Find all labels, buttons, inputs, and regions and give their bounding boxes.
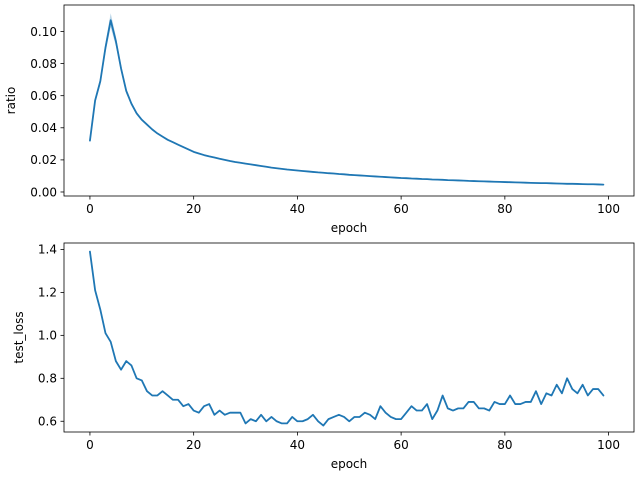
test-loss-x-tick-label: 100 [597, 438, 620, 452]
ratio-x-axis-label: epoch [331, 221, 368, 235]
test-loss-series-line [89, 250, 605, 427]
test-loss-y-tick-label: 1.2 [38, 286, 57, 300]
ratio-x-tick-label: 80 [497, 202, 512, 216]
ratio-y-tick-label: 0.10 [30, 25, 57, 39]
ratio-x-tick-label: 100 [597, 202, 620, 216]
ratio-y-axis-label: ratio [4, 87, 18, 115]
ratio-y-tick-label: 0.08 [30, 57, 57, 71]
test-loss-x-tick-label: 20 [186, 438, 201, 452]
test-loss-y-tick-label: 1.0 [38, 329, 57, 343]
ratio-x-tick-label: 60 [393, 202, 408, 216]
test-loss-y-axis-label: test_loss [12, 311, 26, 363]
test-loss-subplot: 0 20 40 60 80 100 0.6 0.8 1.0 1.2 1.4 epoch test_los… [12, 242, 635, 471]
ratio-x-tick-label: 0 [86, 202, 94, 216]
test-loss-x-tick-label: 80 [497, 438, 512, 452]
test-loss-y-tick-label: 1.4 [38, 243, 57, 257]
test-loss-x-tick-label: 40 [290, 438, 305, 452]
test-loss-x-tick-label: 0 [86, 438, 94, 452]
ratio-subplot: 0 20 40 60 80 100 0.00 0.02 0.04 0.06 0.08 0.10 epoc… [4, 4, 635, 235]
test-loss-y-tick-label: 0.6 [38, 415, 57, 429]
ratio-y-tick-label: 0.02 [30, 153, 57, 167]
test-loss-axes-frame [63, 242, 635, 433]
ratio-y-tick-label: 0.04 [30, 121, 57, 135]
ratio-x-tick-label: 40 [290, 202, 305, 216]
ratio-axes-frame [63, 4, 635, 197]
test-loss-x-tick-label: 60 [393, 438, 408, 452]
ratio-series-line [89, 19, 605, 186]
ratio-y-tick-label: 0.06 [30, 89, 57, 103]
ratio-y-tick-label: 0.00 [30, 185, 57, 199]
test-loss-y-tick-label: 0.8 [38, 372, 57, 386]
ratio-x-tick-label: 20 [186, 202, 201, 216]
test-loss-x-axis-label: epoch [331, 457, 368, 471]
